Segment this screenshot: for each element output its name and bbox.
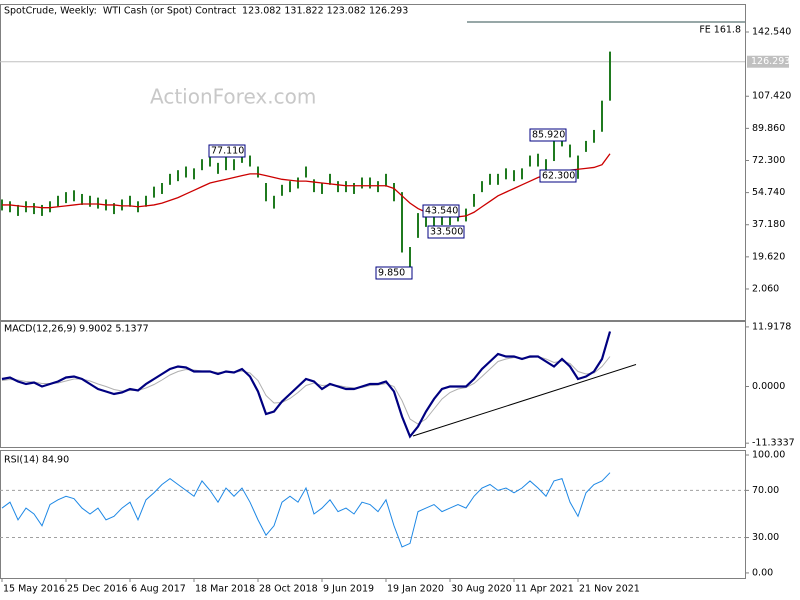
x-tick-label: 21 Nov 2021 [579, 584, 640, 595]
macd-pane [0, 321, 746, 448]
y-tick-label: 107.420 [752, 91, 791, 102]
y-tick-label: 19.620 [752, 251, 785, 262]
annotation: 33.500 [430, 227, 463, 238]
annotation: 62.300 [542, 171, 575, 182]
y-tick-label: 2.060 [752, 283, 779, 294]
moving-average [2, 153, 611, 218]
rsi-pane [0, 450, 746, 579]
annotation-box [539, 169, 577, 183]
series-line [1, 331, 612, 439]
annotation: 43.540 [425, 206, 458, 217]
price-pane [0, 4, 746, 321]
watermark: ActionForex.com [150, 85, 316, 109]
x-tick-label: 11 Apr 2021 [515, 584, 574, 595]
macd-title: MACD(12,26,9) 9.9002 5.1377 [4, 324, 149, 335]
y-tick-label: 0.00 [752, 567, 773, 578]
y-tick-label: 30.00 [752, 532, 779, 543]
y-tick-label: -11.3337 [752, 438, 795, 449]
series-line [1, 355, 611, 425]
chart-title: SpotCrude, Weekly: WTI Cash (or Spot) Co… [4, 6, 408, 17]
annotation-box [422, 204, 460, 218]
rsi-title: RSI(14) 84.90 [4, 455, 69, 466]
x-tick-label: 19 Jan 2020 [387, 584, 444, 595]
annotation: 77.110 [211, 146, 244, 157]
x-tick-label: 30 Aug 2020 [451, 584, 512, 595]
annotation-box [427, 225, 465, 239]
y-tick-label: 0.0000 [752, 381, 785, 392]
trendline [412, 364, 637, 437]
y-tick-label: 37.180 [752, 219, 785, 230]
x-tick-label: 18 Mar 2018 [195, 584, 255, 595]
y-tick-label: 70.00 [752, 485, 779, 496]
y-tick-label: 54.740 [752, 187, 785, 198]
level-label: FE 161.8 [699, 25, 741, 36]
last-price-label: 126.293 [751, 56, 790, 67]
x-tick-label: 15 May 2016 [3, 584, 65, 595]
last-price-box [747, 55, 789, 68]
y-tick-label: 100.00 [752, 450, 785, 461]
series-line [1, 472, 611, 548]
x-tick-label: 9 Jun 2019 [323, 584, 374, 595]
annotation: 9.850 [378, 268, 405, 279]
annotation-box [208, 144, 246, 158]
y-tick-label: 89.860 [752, 123, 785, 134]
y-tick-label: 142.540 [752, 27, 791, 38]
x-tick-label: 25 Dec 2016 [67, 584, 128, 595]
y-tick-label: 72.300 [752, 155, 785, 166]
annotation-box [529, 128, 567, 142]
x-tick-label: 6 Aug 2017 [131, 584, 186, 595]
annotation: 85.920 [532, 130, 565, 141]
annotation-box [375, 266, 413, 280]
y-tick-label: 11.9178 [752, 321, 791, 332]
x-tick-label: 28 Oct 2018 [259, 584, 318, 595]
